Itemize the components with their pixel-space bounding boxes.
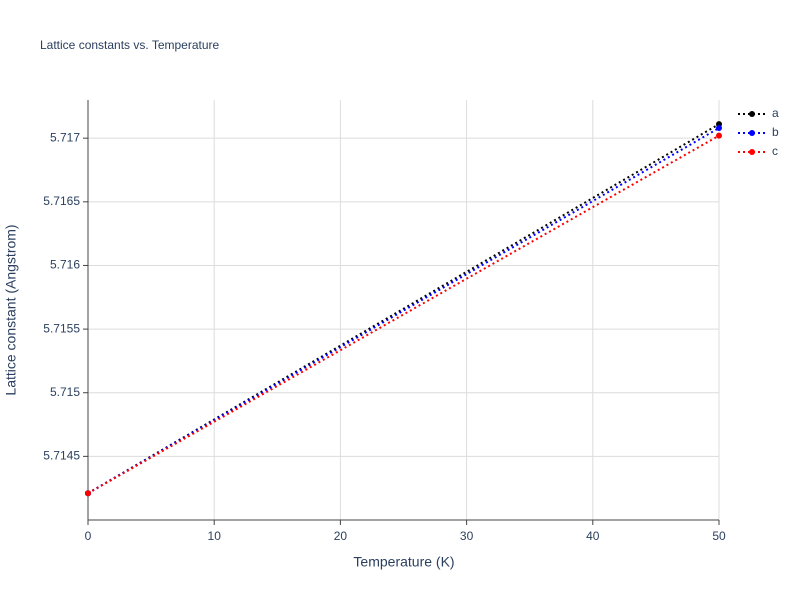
x-axis-title: Temperature (K) (353, 554, 454, 570)
y-tick-label: 5.716 (50, 258, 80, 272)
data-point (716, 132, 722, 139)
legend-label: a (772, 106, 779, 120)
y-tick-label: 5.717 (50, 130, 80, 144)
series-line (87, 127, 720, 495)
x-tick-label: 50 (712, 529, 726, 543)
legend-label: b (772, 125, 779, 139)
data-point (716, 125, 722, 131)
chart-title: Lattice constants vs. Temperature (40, 38, 220, 52)
y-tick-label: 5.7145 (43, 449, 80, 463)
data-point (85, 490, 91, 497)
y-tick-label: 5.7155 (43, 321, 80, 335)
y-tick-label: 5.7165 (43, 194, 80, 208)
legend-marker (749, 149, 755, 155)
series-line (87, 123, 720, 495)
legend-marker (749, 111, 755, 117)
y-tick-label: 5.715 (50, 385, 80, 399)
x-tick-label: 30 (460, 529, 474, 543)
series-line (87, 134, 720, 495)
legend-marker (749, 130, 755, 136)
x-tick-label: 10 (208, 529, 222, 543)
legend-label: c (772, 144, 778, 158)
x-tick-label: 40 (586, 529, 600, 543)
x-tick-label: 0 (85, 529, 92, 543)
y-axis-title: Lattice constant (Angstrom) (3, 224, 19, 395)
x-tick-label: 20 (334, 529, 348, 543)
